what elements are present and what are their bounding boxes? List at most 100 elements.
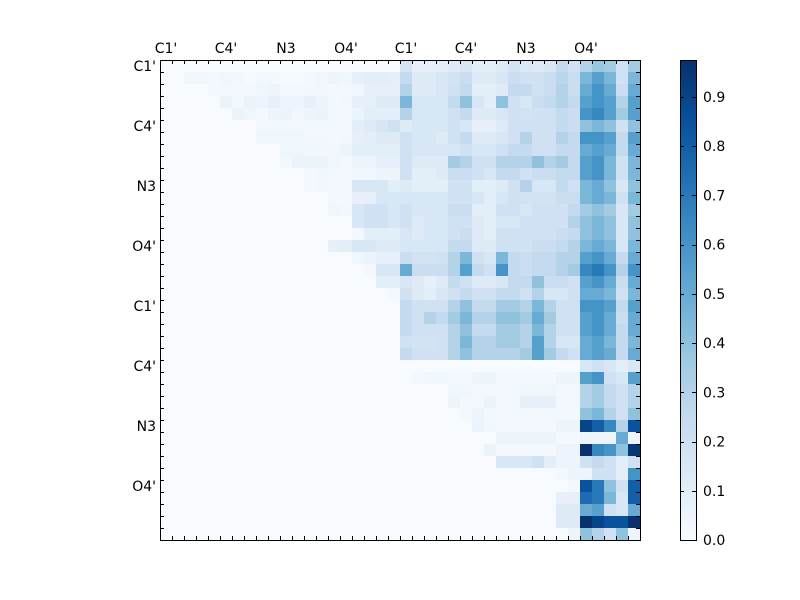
heatmap-cell: [244, 180, 257, 193]
heatmap-cell: [220, 300, 233, 313]
heatmap-cell: [256, 228, 269, 241]
heatmap-cell: [340, 108, 353, 121]
heatmap-cell: [484, 96, 497, 109]
heatmap-cell: [196, 324, 209, 337]
heatmap-cell: [196, 492, 209, 505]
heatmap-cell: [328, 504, 341, 517]
heatmap-cell: [376, 240, 389, 253]
heatmap-cell: [316, 96, 329, 109]
heatmap-cell: [232, 468, 245, 481]
heatmap-cell: [460, 276, 473, 289]
heatmap-cell: [592, 408, 605, 421]
heatmap-cell: [448, 324, 461, 337]
heatmap-cell: [328, 132, 341, 145]
heatmap-cell: [556, 300, 569, 313]
heatmap-cell: [628, 72, 641, 85]
heatmap-cell: [184, 456, 197, 469]
heatmap-cell: [568, 480, 581, 493]
heatmap-cell: [436, 324, 449, 337]
heatmap-cell: [568, 96, 581, 109]
heatmap-cell: [436, 432, 449, 445]
heatmap-cell: [628, 156, 641, 169]
heatmap-cell: [484, 444, 497, 457]
heatmap-cell: [616, 120, 629, 133]
heatmap-cell: [220, 396, 233, 409]
heatmap-cell: [196, 348, 209, 361]
heatmap-cell: [412, 252, 425, 265]
heatmap-cell: [424, 120, 437, 133]
heatmap-cell: [160, 372, 173, 385]
heatmap-cell: [280, 60, 293, 73]
heatmap-cell: [280, 228, 293, 241]
heatmap-cell: [280, 96, 293, 109]
heatmap-cell: [412, 348, 425, 361]
heatmap-cell: [292, 288, 305, 301]
heatmap-cell: [340, 84, 353, 97]
heatmap-cell: [256, 432, 269, 445]
heatmap-cell: [232, 528, 245, 541]
heatmap-cell: [316, 324, 329, 337]
heatmap-cell: [352, 312, 365, 325]
heatmap-cell: [400, 504, 413, 517]
heatmap-cell: [424, 240, 437, 253]
heatmap-cell: [364, 516, 377, 529]
heatmap-cell: [280, 288, 293, 301]
heatmap-cell: [352, 372, 365, 385]
heatmap-cell: [460, 516, 473, 529]
heatmap-cell: [268, 504, 281, 517]
heatmap-cell: [184, 168, 197, 181]
heatmap-cell: [568, 348, 581, 361]
heatmap-cell: [592, 288, 605, 301]
heatmap-cell: [604, 216, 617, 229]
heatmap-cell: [508, 252, 521, 265]
heatmap-cell: [580, 300, 593, 313]
heatmap-cell: [352, 120, 365, 133]
heatmap-cell: [232, 420, 245, 433]
heatmap-cell: [352, 420, 365, 433]
heatmap-cell: [544, 192, 557, 205]
heatmap-cell: [244, 312, 257, 325]
heatmap-cell: [496, 120, 509, 133]
heatmap-cell: [244, 264, 257, 277]
heatmap-cell: [568, 528, 581, 541]
heatmap-cell: [424, 396, 437, 409]
heatmap-cell: [328, 288, 341, 301]
heatmap-cell: [436, 480, 449, 493]
heatmap-cell: [304, 240, 317, 253]
heatmap-cell: [580, 72, 593, 85]
heatmap-cell: [580, 156, 593, 169]
heatmap-cell: [160, 504, 173, 517]
heatmap-cell: [304, 348, 317, 361]
heatmap-cell: [340, 468, 353, 481]
heatmap-cell: [580, 336, 593, 349]
heatmap-cell: [460, 228, 473, 241]
heatmap-cell: [520, 468, 533, 481]
heatmap-cell: [184, 408, 197, 421]
heatmap-cell: [244, 60, 257, 73]
heatmap-cell: [364, 180, 377, 193]
heatmap-cell: [424, 468, 437, 481]
heatmap-cell: [304, 504, 317, 517]
heatmap-cell: [196, 192, 209, 205]
heatmap-cell: [364, 312, 377, 325]
heatmap-cell: [472, 180, 485, 193]
heatmap-cell: [352, 168, 365, 181]
heatmap-cell: [412, 108, 425, 121]
heatmap-cell: [592, 300, 605, 313]
heatmap-cell: [220, 132, 233, 145]
heatmap-cell: [340, 360, 353, 373]
heatmap-cell: [412, 408, 425, 421]
heatmap-cell: [292, 120, 305, 133]
heatmap-cell: [292, 252, 305, 265]
heatmap-cell: [268, 240, 281, 253]
heatmap-cell: [604, 228, 617, 241]
heatmap-cell: [232, 516, 245, 529]
heatmap-cell: [364, 84, 377, 97]
heatmap-cell: [532, 312, 545, 325]
heatmap-cell: [196, 420, 209, 433]
x-tick-label: C1': [395, 41, 418, 57]
heatmap-cell: [400, 276, 413, 289]
heatmap-cell: [268, 360, 281, 373]
heatmap-cell: [532, 432, 545, 445]
heatmap-cell: [436, 528, 449, 541]
